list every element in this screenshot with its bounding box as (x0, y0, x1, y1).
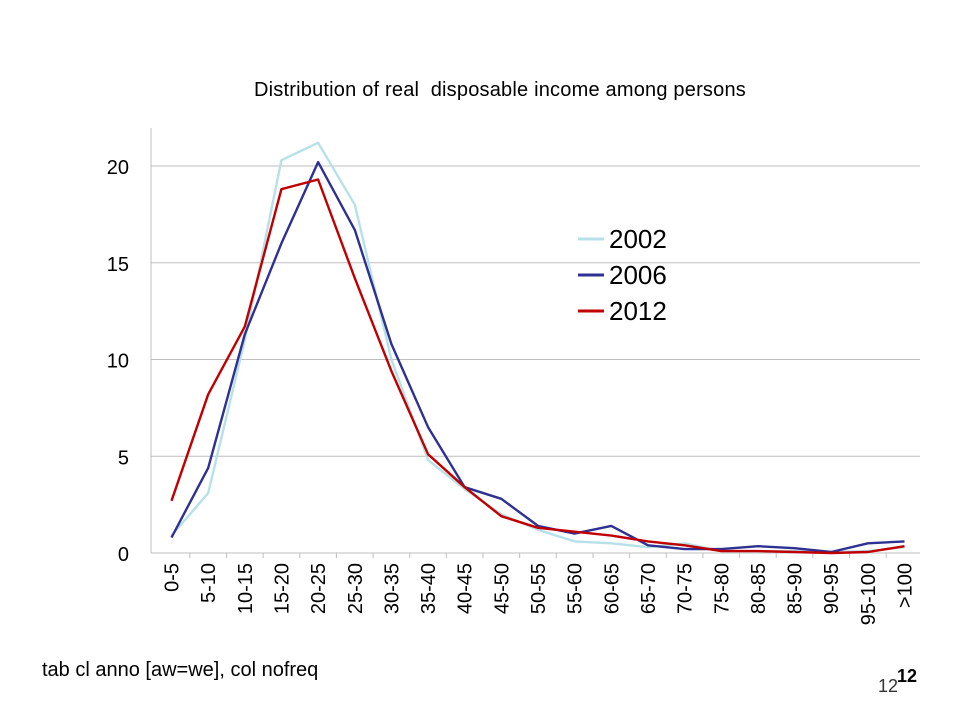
x-axis-tick-labels: 0-5 5-10 10-15 15-20 20-25 25-30 30-35 35-40 40-… (162, 563, 917, 625)
x-tick-label: 35-40 (418, 563, 440, 614)
page-number-bold: 12 (897, 666, 918, 686)
x-tick-label: 85-90 (785, 563, 807, 614)
series-line-2012 (170, 178, 905, 555)
legend-label-2012: 2012 (609, 296, 667, 326)
x-tick-label: 45-50 (491, 563, 513, 614)
x-axis-tick-marks (189, 553, 887, 558)
x-tick-label: 55-60 (565, 563, 587, 614)
legend-label-2002: 2002 (609, 224, 667, 254)
y-tick-label: 5 (118, 447, 129, 469)
x-tick-label: 50-55 (528, 563, 550, 614)
x-tick-label: 95-100 (858, 563, 880, 625)
x-tick-label: 70-75 (675, 563, 697, 614)
x-tick-label: 15-20 (271, 563, 293, 614)
gridlines (151, 165, 920, 457)
y-axis-tick-labels: 0 5 10 15 20 (107, 157, 129, 566)
page-number: 12 (878, 676, 899, 696)
x-tick-label: 30-35 (381, 563, 403, 614)
x-tick-label: >100 (895, 563, 917, 608)
series-line-2006 (170, 160, 905, 554)
x-tick-label: 65-70 (638, 563, 660, 614)
x-tick-label: 0-5 (162, 563, 184, 592)
x-tick-label: 20-25 (308, 563, 330, 614)
y-tick-label: 0 (118, 544, 129, 566)
x-tick-label: 75-80 (711, 563, 733, 614)
y-tick-label: 20 (107, 157, 129, 179)
x-tick-label: 60-65 (601, 563, 623, 614)
y-tick-label: 15 (107, 254, 129, 276)
x-tick-label: 25-30 (345, 563, 367, 614)
series-line-2002 (170, 141, 905, 554)
chart-title: Distribution of real disposable income a… (254, 79, 746, 101)
legend-label-2006: 2006 (609, 260, 667, 290)
series-lines (170, 141, 905, 555)
x-tick-label: 40-45 (455, 563, 477, 614)
legend: 2002 2006 2012 (578, 224, 667, 326)
x-tick-label: 80-85 (748, 563, 770, 614)
stata-command-footnote: tab cl anno [aw=we], col nofreq (42, 659, 319, 681)
x-tick-label: 5-10 (198, 563, 220, 603)
y-tick-label: 10 (107, 351, 129, 373)
x-tick-label: 10-15 (235, 563, 257, 614)
x-tick-label: 90-95 (821, 563, 843, 614)
